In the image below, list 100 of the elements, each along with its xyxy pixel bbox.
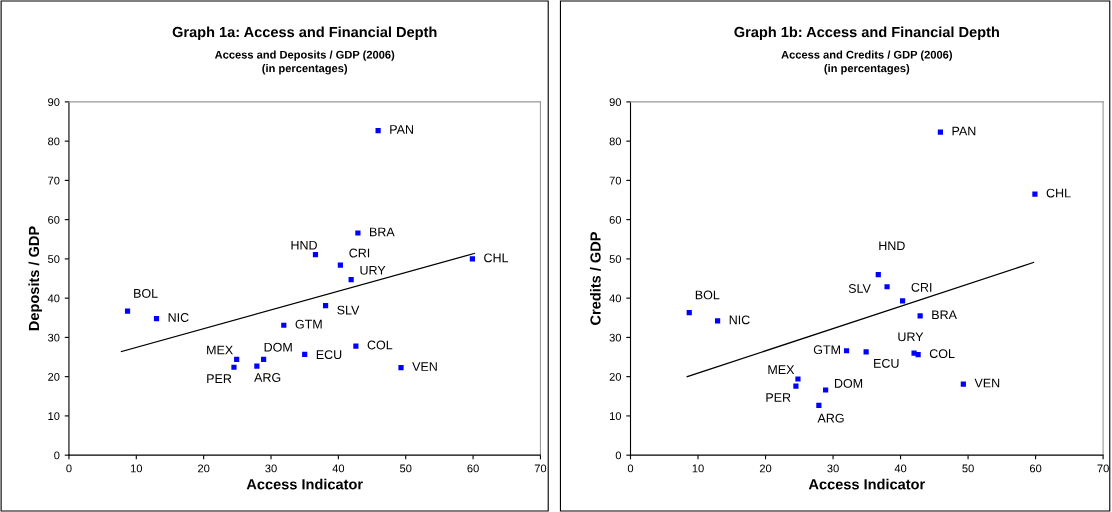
point [234,356,240,362]
annotation: BOL [134,288,158,298]
annotation: VEN [412,362,437,371]
y-tick-label: 10 [609,412,622,421]
y-tick-label: 80 [609,137,622,146]
annotation: BRA [370,227,395,237]
annotation: HND [879,241,905,251]
annotation: URY [360,266,386,275]
annotation: SLV [848,284,871,293]
y-tick-label: 70 [48,176,60,185]
y-tick-label: 60 [609,215,622,224]
x-tick-label: 50 [399,464,412,473]
point [875,272,881,278]
annotation: SLV [337,305,360,315]
point [375,127,381,134]
point [686,310,692,316]
x-tick-label: 10 [130,464,143,473]
x-tick-label: 50 [962,464,974,473]
point [937,129,943,135]
chart-subtitle: Access and Credits / GDP (2006) (in percentages) [781,50,952,75]
chart-subtitle: Access and Deposits / GDP (2006) (in percentages) [214,50,395,75]
point [863,349,869,355]
x-tick-label: 60 [467,464,479,473]
annotation: ARG [254,373,281,382]
annotation: DOM [264,342,292,352]
point [398,365,404,371]
annotation: PAN [952,126,976,136]
x-tick-label: 70 [534,464,547,473]
annotation: ECU [316,350,342,360]
annotation: ECU [874,358,899,368]
annotation: BOL [695,290,720,300]
y-tick-label: 60 [48,215,60,224]
y-tick-label: 0 [54,451,60,460]
annotation: PAN [390,125,413,134]
annotation: URY [898,332,924,342]
annotation: CRI [911,282,932,292]
annotation: GTM [813,345,840,355]
point [715,318,721,324]
annotation: HND [291,240,317,250]
x-tick-label: 20 [198,464,210,473]
point [899,298,906,304]
x-tick-label: 70 [1097,464,1109,473]
point [124,308,131,314]
x-axis-title: Access Indicator [246,478,363,490]
y-tick-label: 90 [609,98,622,107]
y-tick-label: 50 [609,255,622,264]
y-tick-label: 20 [48,372,60,381]
annotation: PER [207,374,232,383]
annotation: CRI [349,248,370,258]
point [1032,191,1038,197]
annotation: DOM [834,378,863,388]
x-tick-label: 30 [265,464,277,473]
y-tick-label: 70 [609,176,622,185]
y-tick-label: 30 [47,333,60,342]
annotation: MEX [768,365,795,374]
annotation: NIC [168,313,189,322]
annotation: VEN [974,378,1000,388]
point [231,364,237,370]
y-tick-label: 40 [609,294,622,303]
y-axis-title: Credits / GDP [589,232,601,325]
x-tick-label: 30 [827,464,839,473]
point [917,313,923,319]
x-tick-label: 20 [759,464,772,473]
point [793,383,799,389]
point [312,251,319,258]
point [960,381,966,387]
point [843,348,850,354]
x-tick-label: 60 [1029,464,1042,473]
point [823,387,829,393]
point [153,315,160,322]
point [795,376,801,382]
annotation: GTM [295,319,322,329]
point [348,277,354,283]
x-tick-label: 40 [894,464,907,473]
x-tick-label: 0 [66,464,72,473]
chart-title: Graph 1b: Access and Financial Depth [734,26,999,41]
annotation: CHL [1046,188,1071,198]
point [281,322,287,328]
point [353,343,359,349]
chart-title: Graph 1a: Access and Financial Depth [172,26,437,41]
point [816,402,822,408]
x-axis-title: Access Indicator [808,478,925,490]
y-tick-label: 0 [615,451,622,460]
annotation: COL [367,340,393,350]
point [355,230,361,236]
y-tick-label: 90 [48,98,60,107]
y-tick-label: 20 [609,372,622,381]
point [915,352,921,358]
y-tick-label: 30 [609,333,622,342]
point [884,284,890,290]
point [261,356,267,362]
annotation: NIC [729,315,750,325]
annotation: ARG [817,413,844,423]
y-axis-title: Deposits / GDP [28,226,42,331]
annotation: COL [929,349,955,359]
annotation: BRA [932,310,957,320]
point [302,351,308,357]
annotation: PER [766,393,791,402]
y-tick-label: 50 [48,255,60,264]
point [322,303,329,309]
